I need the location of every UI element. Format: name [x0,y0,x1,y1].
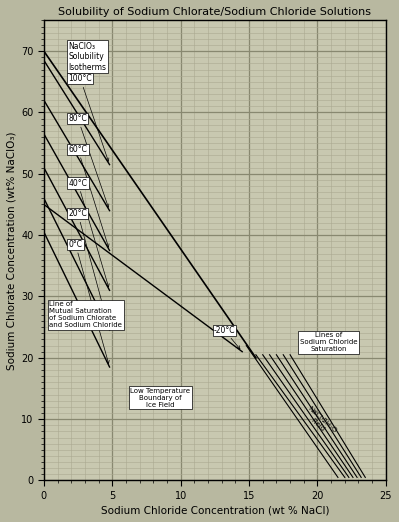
Text: 20°C: 20°C [346,479,352,492]
Text: 40°C: 40°C [350,479,356,492]
Y-axis label: Sodium Chlorate Concentration (wt% NaClO₃): Sodium Chlorate Concentration (wt% NaClO… [7,131,17,370]
Text: 80°C: 80°C [359,479,364,492]
Text: -20°C: -20°C [214,326,240,349]
Text: 40°C: 40°C [69,179,109,287]
Text: 0°C: 0°C [69,240,109,364]
Text: 100°C: 100°C [69,74,109,161]
Text: 0°C: 0°C [342,479,347,488]
Title: Solubility of Sodium Chlorate/Sodium Chloride Solutions: Solubility of Sodium Chlorate/Sodium Chl… [58,7,371,17]
Text: Lines of
Sodium Chloride
Saturation: Lines of Sodium Chloride Saturation [300,333,357,352]
Text: Line of
Mutual Saturation
of Sodium Chlorate
and Sodium Chloride: Line of Mutual Saturation of Sodium Chlo… [49,301,122,328]
Text: 80°C: 80°C [69,114,109,207]
Text: NaCl·2H₂O
Field: NaCl·2H₂O Field [302,405,338,439]
X-axis label: Sodium Chloride Concentration (wt % NaCl): Sodium Chloride Concentration (wt % NaCl… [101,505,329,515]
Text: 60°C: 60°C [355,479,359,492]
Text: 20°C: 20°C [69,209,109,327]
Text: NaClO₃
Solubility
Isotherms: NaClO₃ Solubility Isotherms [69,42,107,72]
Text: Low Temperature
Boundary of
Ice Field: Low Temperature Boundary of Ice Field [130,388,190,408]
Text: -40°C: -40°C [336,479,340,493]
Text: 100°C: 100°C [363,479,368,495]
Text: 60°C: 60°C [69,145,109,247]
